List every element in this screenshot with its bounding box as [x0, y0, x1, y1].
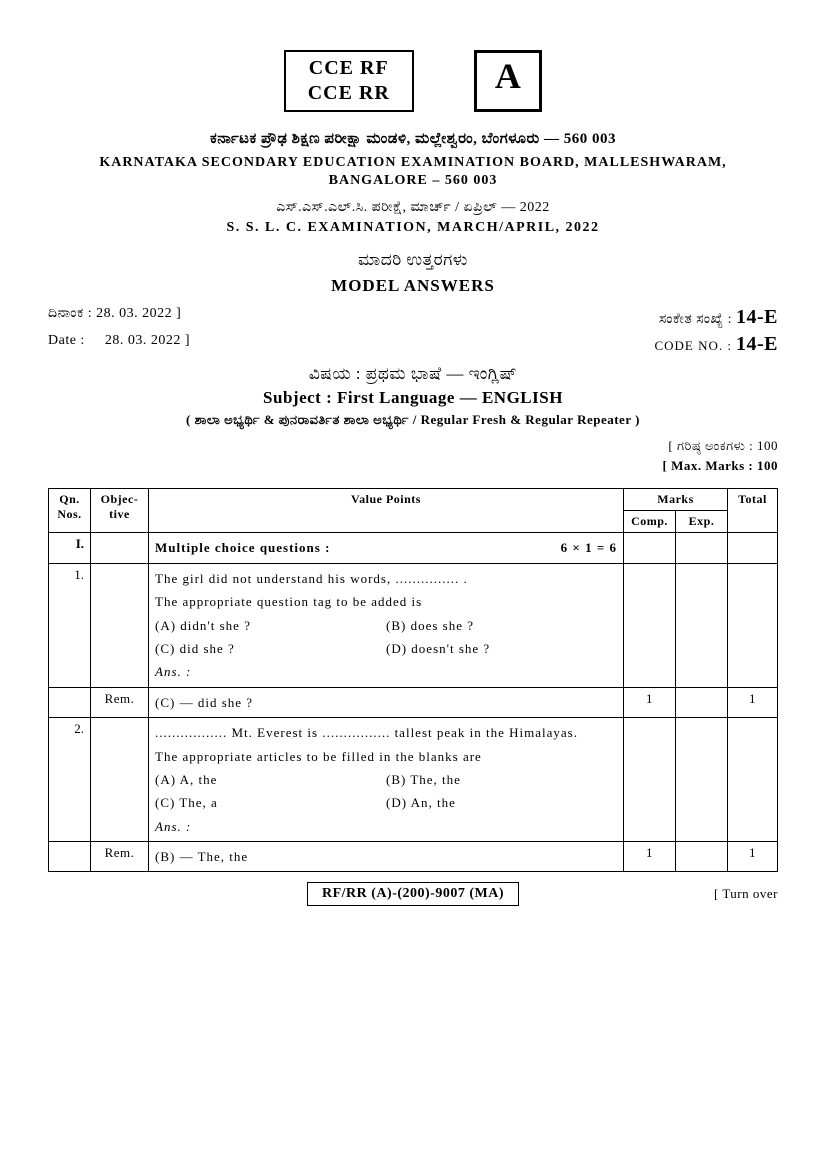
- subject-kn: ವಿಷಯ : ಪ್ರಥಮ ಭಾಷೆ — ಇಂಗ್ಲಿಷ್: [48, 364, 778, 384]
- th-comp: Comp.: [624, 511, 676, 533]
- q2-row: 2. ................. Mt. Everest is ....…: [49, 718, 778, 842]
- q1-content: The girl did not understand his words, .…: [149, 563, 624, 687]
- marks-en: [ Max. Marks : 100: [48, 458, 778, 474]
- th-marks: Marks: [624, 489, 728, 511]
- header-boxes: CCE RF CCE RR A: [48, 50, 778, 112]
- mcq-header: Multiple choice questions : 6 × 1 = 6: [149, 533, 624, 563]
- q2-line1: ................. Mt. Everest is .......…: [155, 721, 617, 744]
- code-en-value: 14-E: [736, 333, 778, 355]
- date-en-label: Date :: [48, 333, 85, 348]
- board-en-2: BANGALORE – 560 003: [329, 173, 498, 188]
- exam-en: S. S. L. C. EXAMINATION, MARCH/APRIL, 20…: [48, 220, 778, 236]
- q2-obj: Rem.: [91, 842, 149, 872]
- q2-content: ................. Mt. Everest is .......…: [149, 718, 624, 842]
- letter-box: A: [474, 50, 543, 112]
- cce-box: CCE RF CCE RR: [284, 50, 414, 112]
- subject-en: Subject : First Language — ENGLISH: [48, 388, 778, 408]
- q1-ans: (C) — did she ?: [149, 687, 624, 717]
- marks-kn: [ ಗರಿಷ್ಠ ಅಂಕಗಳು : 100: [48, 438, 778, 454]
- code-en-label: CODE NO. :: [654, 338, 732, 353]
- th-exp: Exp.: [676, 511, 728, 533]
- date-kn-value: 28. 03. 2022 ]: [96, 306, 181, 321]
- q1-optD: (D) doesn't she ?: [386, 637, 617, 660]
- board-en: KARNATAKA SECONDARY EDUCATION EXAMINATIO…: [48, 154, 778, 190]
- footer-box: RF/RR (A)-(200)-9007 (MA): [307, 882, 519, 906]
- code-kn-value: 14-E: [736, 306, 778, 328]
- date-row-kn: ದಿನಾಂಕ : 28. 03. 2022 ] ಸಂಕೇತ ಸಂಖ್ಯೆ : 1…: [48, 306, 778, 329]
- q2-ans-row: Rem. (B) — The, the 1 1: [49, 842, 778, 872]
- footer: RF/RR (A)-(200)-9007 (MA) [ Turn over: [48, 882, 778, 906]
- th-qn: Qn. Nos.: [49, 489, 91, 533]
- q1-line2: The appropriate question tag to be added…: [155, 590, 617, 613]
- th-obj: Objec-tive: [91, 489, 149, 533]
- board-en-1: KARNATAKA SECONDARY EDUCATION EXAMINATIO…: [99, 155, 726, 170]
- q1-optC: (C) did she ?: [155, 637, 386, 660]
- date-en-value: 28. 03. 2022 ]: [105, 333, 190, 348]
- th-vp: Value Points: [149, 489, 624, 533]
- date-kn-label: ದಿನಾಂಕ :: [48, 306, 92, 321]
- q1-comp: 1: [624, 687, 676, 717]
- q1-row: 1. The girl did not understand his words…: [49, 563, 778, 687]
- q1-ans-row: Rem. (C) — did she ? 1 1: [49, 687, 778, 717]
- q2-optD: (D) An, the: [386, 791, 617, 814]
- q2-num: 2.: [49, 718, 91, 842]
- q1-obj: Rem.: [91, 687, 149, 717]
- q1-optA: (A) didn't she ?: [155, 614, 386, 637]
- q1-total: 1: [728, 687, 778, 717]
- cce-line1: CCE RF: [308, 56, 390, 81]
- model-en: MODEL ANSWERS: [48, 276, 778, 296]
- q1-line1: The girl did not understand his words, .…: [155, 567, 617, 590]
- code-kn-label: ಸಂಕೇತ ಸಂಖ್ಯೆ :: [659, 312, 732, 327]
- cce-line2: CCE RR: [308, 81, 390, 106]
- answer-table: Qn. Nos. Objec-tive Value Points Marks T…: [48, 488, 778, 872]
- q2-comp: 1: [624, 842, 676, 872]
- section-roman: I.: [49, 533, 91, 563]
- exam-kn: ಎಸ್.ಎಸ್.ಎಲ್.ಸಿ. ಪರೀಕ್ಷೆ, ಮಾರ್ಚ್ / ಏಪ್ರಿಲ…: [48, 200, 778, 216]
- table-header-row-1: Qn. Nos. Objec-tive Value Points Marks T…: [49, 489, 778, 511]
- mcq-title: Multiple choice questions :: [155, 540, 330, 555]
- board-kn: ಕರ್ನಾಟಕ ಪ್ರೌಢ ಶಿಕ್ಷಣ ಪರೀಕ್ಷಾ ಮಂಡಳಿ, ಮಲ್ಲ…: [48, 130, 778, 148]
- q1-ans-label: Ans. :: [155, 664, 191, 679]
- turn-over: [ Turn over: [658, 886, 778, 902]
- q2-total: 1: [728, 842, 778, 872]
- q1-num: 1.: [49, 563, 91, 687]
- th-total: Total: [728, 489, 778, 533]
- q2-ans: (B) — The, the: [149, 842, 624, 872]
- mcq-scheme: 6 × 1 = 6: [561, 536, 617, 559]
- q2-ans-label: Ans. :: [155, 819, 191, 834]
- repeater-line: ( ಶಾಲಾ ಅಭ್ಯರ್ಥಿ & ಪುನರಾವರ್ತಿತ ಶಾಲಾ ಅಭ್ಯರ…: [48, 412, 778, 428]
- q2-optB: (B) The, the: [386, 768, 617, 791]
- q2-optC: (C) The, a: [155, 791, 386, 814]
- date-row-en: Date : 28. 03. 2022 ] CODE NO. : 14-E: [48, 333, 778, 356]
- model-kn: ಮಾದರಿ ಉತ್ತರಗಳು: [48, 250, 778, 270]
- q2-line2: The appropriate articles to be filled in…: [155, 745, 617, 768]
- section-row: I. Multiple choice questions : 6 × 1 = 6: [49, 533, 778, 563]
- q2-optA: (A) A, the: [155, 768, 386, 791]
- q1-optB: (B) does she ?: [386, 614, 617, 637]
